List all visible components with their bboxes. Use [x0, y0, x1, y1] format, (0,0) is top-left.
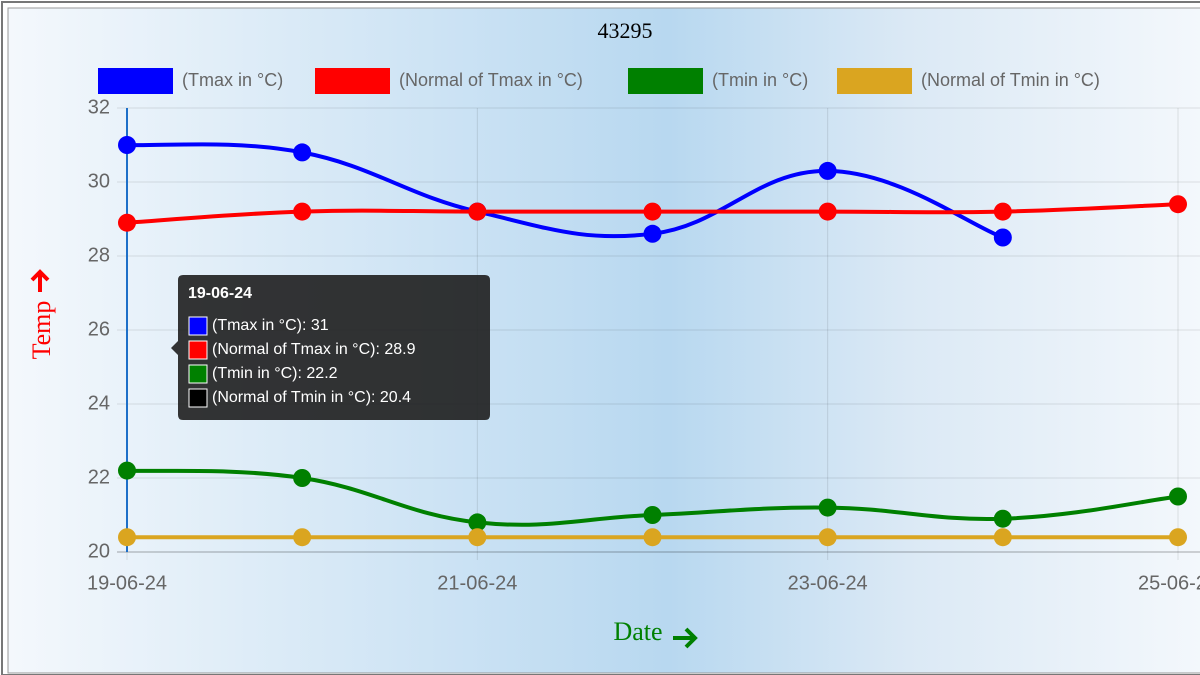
- data-point: [293, 469, 312, 487]
- x-tick-label: 23-06-24: [788, 572, 868, 594]
- tooltip-swatch: [188, 316, 208, 336]
- tooltip-line: (Normal of Tmax in °C): 28.9: [212, 341, 416, 358]
- y-tick-label: 22: [88, 466, 110, 488]
- data-point: [643, 528, 662, 547]
- data-point: [118, 213, 136, 232]
- data-point: [468, 528, 487, 547]
- y-tick-label: 20: [88, 540, 110, 562]
- legend-label: (Tmin in °C): [712, 70, 808, 90]
- tooltip-line: (Normal of Tmin in °C): 20.4: [212, 389, 411, 406]
- data-point: [1169, 195, 1187, 214]
- chart-title: 43295: [598, 18, 653, 43]
- data-point: [993, 509, 1012, 528]
- data-point: [468, 513, 487, 532]
- y-tick-label: 26: [88, 318, 110, 340]
- data-point: [643, 224, 662, 243]
- data-point: [118, 461, 136, 480]
- data-point: [993, 528, 1012, 547]
- tooltip-swatch: [188, 340, 208, 360]
- y-tick-label: 28: [88, 244, 110, 266]
- data-point: [818, 528, 837, 547]
- data-point: [643, 202, 662, 221]
- legend-label: (Tmax in °C): [182, 70, 283, 90]
- tooltip-box: [171, 275, 490, 420]
- x-tick-label: 19-06-24: [87, 572, 167, 594]
- tooltip-line: (Tmin in °C): 22.2: [212, 365, 338, 382]
- x-axis-label: Date: [613, 617, 662, 646]
- y-tick-label: 32: [88, 96, 110, 118]
- tooltip: 19-06-24 (Tmax in °C): 31 (Normal of Tmax…: [171, 275, 490, 420]
- data-point: [293, 202, 312, 221]
- data-point: [993, 228, 1012, 247]
- data-point: [118, 528, 136, 547]
- legend-swatch: [315, 68, 390, 94]
- legend-swatch: [98, 68, 173, 94]
- legend-swatch: [628, 68, 703, 94]
- data-point: [818, 498, 837, 517]
- series-line: [126, 142, 1004, 240]
- data-point: [643, 506, 662, 524]
- plot: [118, 136, 1187, 547]
- x-tick-label: 25-06-24: [1138, 572, 1200, 594]
- data-point: [818, 161, 837, 180]
- legend-label: (Normal of Tmax in °C): [399, 70, 583, 90]
- y-tick-label: 30: [88, 170, 110, 192]
- y-axis-title: Temp: [27, 269, 56, 360]
- legend-label: (Normal of Tmin in °C): [921, 70, 1100, 90]
- legend-swatch: [837, 68, 912, 94]
- tooltip-title: 19-06-24: [188, 285, 252, 302]
- data-point: [293, 528, 312, 547]
- tooltip-line: (Tmax in °C): 31: [212, 317, 329, 334]
- y-tick-label: 24: [88, 392, 110, 414]
- data-point: [1169, 528, 1187, 547]
- data-point: [818, 202, 837, 221]
- arrow-icon: [30, 269, 50, 292]
- arrow-icon: [673, 627, 698, 649]
- y-axis-label: Temp: [27, 301, 56, 360]
- data-point: [118, 136, 136, 154]
- data-point: [1169, 487, 1187, 506]
- x-tick-label: 21-06-24: [437, 572, 517, 594]
- tooltip-swatch: [188, 364, 208, 384]
- tooltip-swatch: [188, 388, 208, 408]
- data-point: [468, 202, 487, 221]
- data-point: [993, 202, 1012, 221]
- data-point: [293, 143, 312, 162]
